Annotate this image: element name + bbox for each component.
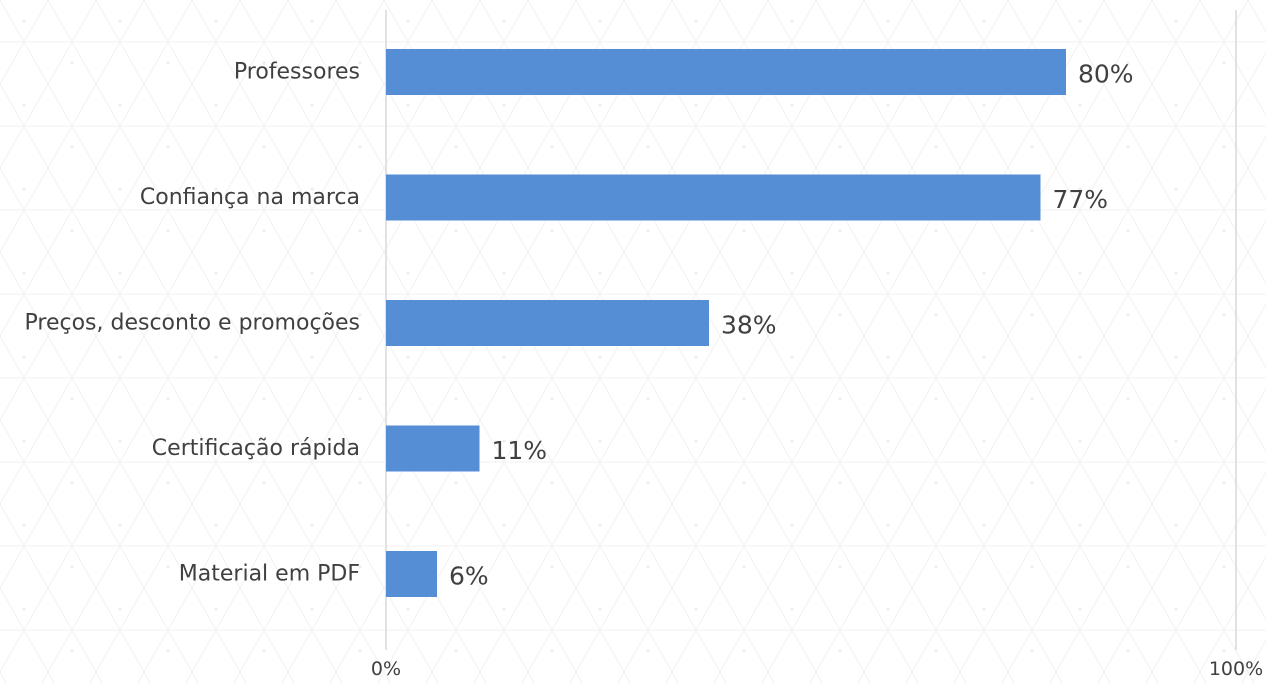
data-label-4: 6% [449, 562, 489, 591]
bar-3 [386, 425, 480, 472]
data-label-0: 80% [1078, 60, 1134, 89]
bar-0 [386, 49, 1066, 95]
data-label-1: 77% [1053, 185, 1109, 214]
bar-2 [386, 300, 709, 346]
bars [386, 49, 1066, 597]
category-label-4: Material em PDF [179, 562, 360, 587]
category-label-0: Professores [234, 60, 360, 85]
category-label-1: Confiança na marca [140, 185, 360, 210]
bar-1 [386, 174, 1041, 221]
data-label-3: 11% [492, 436, 548, 465]
bar-4 [386, 551, 437, 597]
category-labels: Professores Confiança na marca Preços, des… [25, 60, 360, 587]
category-label-2: Preços, desconto e promoções [25, 311, 360, 336]
data-label-2: 38% [721, 311, 777, 340]
x-tick-label-0: 0% [371, 658, 401, 680]
x-axis-tick-labels: 0% 100% [371, 658, 1263, 680]
x-tick-label-1: 100% [1209, 658, 1263, 680]
category-label-3: Certificação rápida [152, 436, 360, 461]
data-labels: 80% 77% 38% 11% 6% [449, 60, 1134, 591]
